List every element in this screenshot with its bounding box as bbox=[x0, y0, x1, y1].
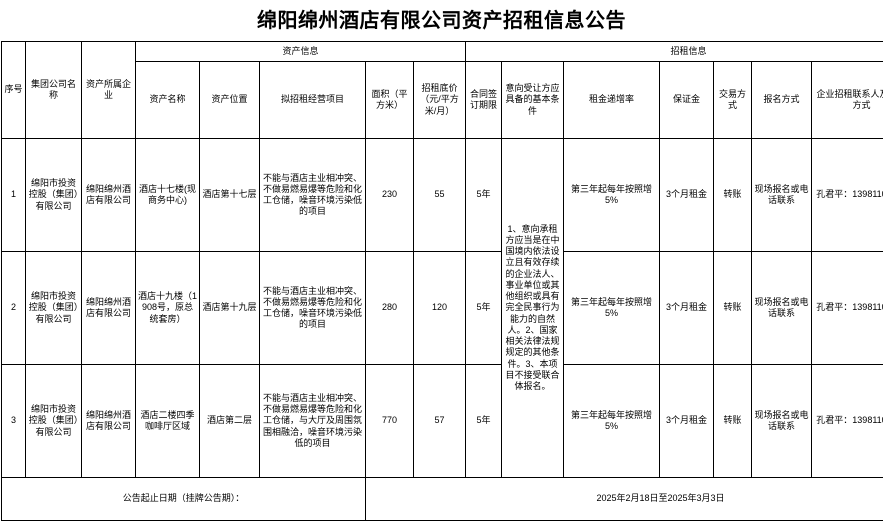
cell-owner-enterprise: 绵阳绵州酒店有限公司 bbox=[82, 252, 136, 365]
cell-intended-business: 不能与酒店主业相冲突、不做易燃易爆等危险和化工仓储，噪音环境污染低的项目 bbox=[260, 252, 366, 365]
group-header-lease-info: 招租信息 bbox=[466, 42, 883, 62]
cell-contract-term: 5年 bbox=[466, 365, 502, 478]
cell-group-company: 绵阳市投资控股（集团）有限公司 bbox=[26, 139, 82, 252]
cell-intended-business: 不能与酒店主业相冲突、不做易燃易爆等危险和化工仓储，噪音环境污染低的项目 bbox=[260, 139, 366, 252]
group-header-asset-info: 资产信息 bbox=[136, 42, 466, 62]
cell-asset-name: 酒店十九楼（1908号，原总统套房） bbox=[136, 252, 200, 365]
table-row: 2 绵阳市投资控股（集团）有限公司 绵阳绵州酒店有限公司 酒店十九楼（1908号… bbox=[2, 252, 883, 365]
cell-floor-price: 57 bbox=[414, 365, 466, 478]
announcement-period-row: 公告起止日期（挂牌公告期）： 2025年2月18日至2025年3月3日 bbox=[2, 478, 883, 521]
cell-contract-term: 5年 bbox=[466, 139, 502, 252]
cell-contact: 孔君平：13981105033 bbox=[812, 252, 883, 365]
col-header-area: 面积（平方米） bbox=[366, 62, 414, 139]
cell-owner-enterprise: 绵阳绵州酒店有限公司 bbox=[82, 139, 136, 252]
cell-deposit: 3个月租金 bbox=[660, 365, 714, 478]
cell-area: 770 bbox=[366, 365, 414, 478]
table-row: 3 绵阳市投资控股（集团）有限公司 绵阳绵州酒店有限公司 酒店二楼四季咖啡厅区域… bbox=[2, 365, 883, 478]
announcement-page: 绵阳绵州酒店有限公司资产招租信息公告 序号 集团公司名称 资产所属企业 bbox=[0, 0, 883, 498]
cell-seq: 3 bbox=[2, 365, 26, 478]
cell-deposit: 3个月租金 bbox=[660, 139, 714, 252]
cell-transferee-conditions: 1、意向承租方应当是在中国境内依法设立且有效存续的企业法人、事业单位或其他组织或… bbox=[502, 139, 564, 478]
col-header-deposit: 保证金 bbox=[660, 62, 714, 139]
col-header-registration-method: 报名方式 bbox=[752, 62, 812, 139]
cell-seq: 1 bbox=[2, 139, 26, 252]
cell-floor-price: 55 bbox=[414, 139, 466, 252]
page-title: 绵阳绵州酒店有限公司资产招租信息公告 bbox=[0, 0, 883, 41]
announcement-period-label: 公告起止日期（挂牌公告期）： bbox=[2, 478, 366, 521]
cell-seq: 2 bbox=[2, 252, 26, 365]
cell-transaction-method: 转账 bbox=[714, 365, 752, 478]
cell-contract-term: 5年 bbox=[466, 252, 502, 365]
cell-group-company: 绵阳市投资控股（集团）有限公司 bbox=[26, 365, 82, 478]
cell-area: 230 bbox=[366, 139, 414, 252]
asset-lease-table: 序号 集团公司名称 资产所属企业 资产信息 招租信息 备注 资产名称 资产位置 … bbox=[1, 41, 883, 521]
cell-registration-method: 现场报名或电话联系 bbox=[752, 365, 812, 478]
cell-deposit: 3个月租金 bbox=[660, 252, 714, 365]
cell-transaction-method: 转账 bbox=[714, 252, 752, 365]
col-header-group-company: 集团公司名称 bbox=[26, 42, 82, 139]
announcement-period-value: 2025年2月18日至2025年3月3日 bbox=[366, 478, 883, 521]
col-header-transferee-conditions: 意向受让方应具备的基本条件 bbox=[502, 62, 564, 139]
col-header-floor-price: 招租底价（元/平方米/月） bbox=[414, 62, 466, 139]
cell-rent-increase-rate: 第三年起每年按照增5% bbox=[564, 365, 660, 478]
cell-owner-enterprise: 绵阳绵州酒店有限公司 bbox=[82, 365, 136, 478]
cell-contact: 孔君平：13981105033 bbox=[812, 139, 883, 252]
cell-intended-business: 不能与酒店主业相冲突、不做易燃易爆等危险和化工仓储，与大厅及周围氛围相融洽，噪音… bbox=[260, 365, 366, 478]
cell-registration-method: 现场报名或电话联系 bbox=[752, 139, 812, 252]
col-header-contract-term: 合同签订期限 bbox=[466, 62, 502, 139]
col-header-asset-name: 资产名称 bbox=[136, 62, 200, 139]
cell-asset-name: 酒店十七楼(现商务中心) bbox=[136, 139, 200, 252]
col-header-transaction-method: 交易方式 bbox=[714, 62, 752, 139]
col-header-rent-increase-rate: 租金递增率 bbox=[564, 62, 660, 139]
cell-asset-name: 酒店二楼四季咖啡厅区域 bbox=[136, 365, 200, 478]
cell-floor-price: 120 bbox=[414, 252, 466, 365]
table-row: 1 绵阳市投资控股（集团）有限公司 绵阳绵州酒店有限公司 酒店十七楼(现商务中心… bbox=[2, 139, 883, 252]
cell-rent-increase-rate: 第三年起每年按照增5% bbox=[564, 252, 660, 365]
cell-registration-method: 现场报名或电话联系 bbox=[752, 252, 812, 365]
col-header-intended-business: 拟招租经营项目 bbox=[260, 62, 366, 139]
cell-rent-increase-rate: 第三年起每年按照增5% bbox=[564, 139, 660, 252]
table-group-header-row: 序号 集团公司名称 资产所属企业 资产信息 招租信息 备注 bbox=[2, 42, 883, 62]
cell-contact: 孔君平：13981105033 bbox=[812, 365, 883, 478]
col-header-owner-enterprise: 资产所属企业 bbox=[82, 42, 136, 139]
cell-transaction-method: 转账 bbox=[714, 139, 752, 252]
col-header-contact: 企业招租联系人及联系方式 bbox=[812, 62, 883, 139]
cell-asset-location: 酒店第十七层 bbox=[200, 139, 260, 252]
cell-asset-location: 酒店第二层 bbox=[200, 365, 260, 478]
col-header-seq: 序号 bbox=[2, 42, 26, 139]
col-header-asset-location: 资产位置 bbox=[200, 62, 260, 139]
cell-group-company: 绵阳市投资控股（集团）有限公司 bbox=[26, 252, 82, 365]
cell-asset-location: 酒店第十九层 bbox=[200, 252, 260, 365]
cell-area: 280 bbox=[366, 252, 414, 365]
